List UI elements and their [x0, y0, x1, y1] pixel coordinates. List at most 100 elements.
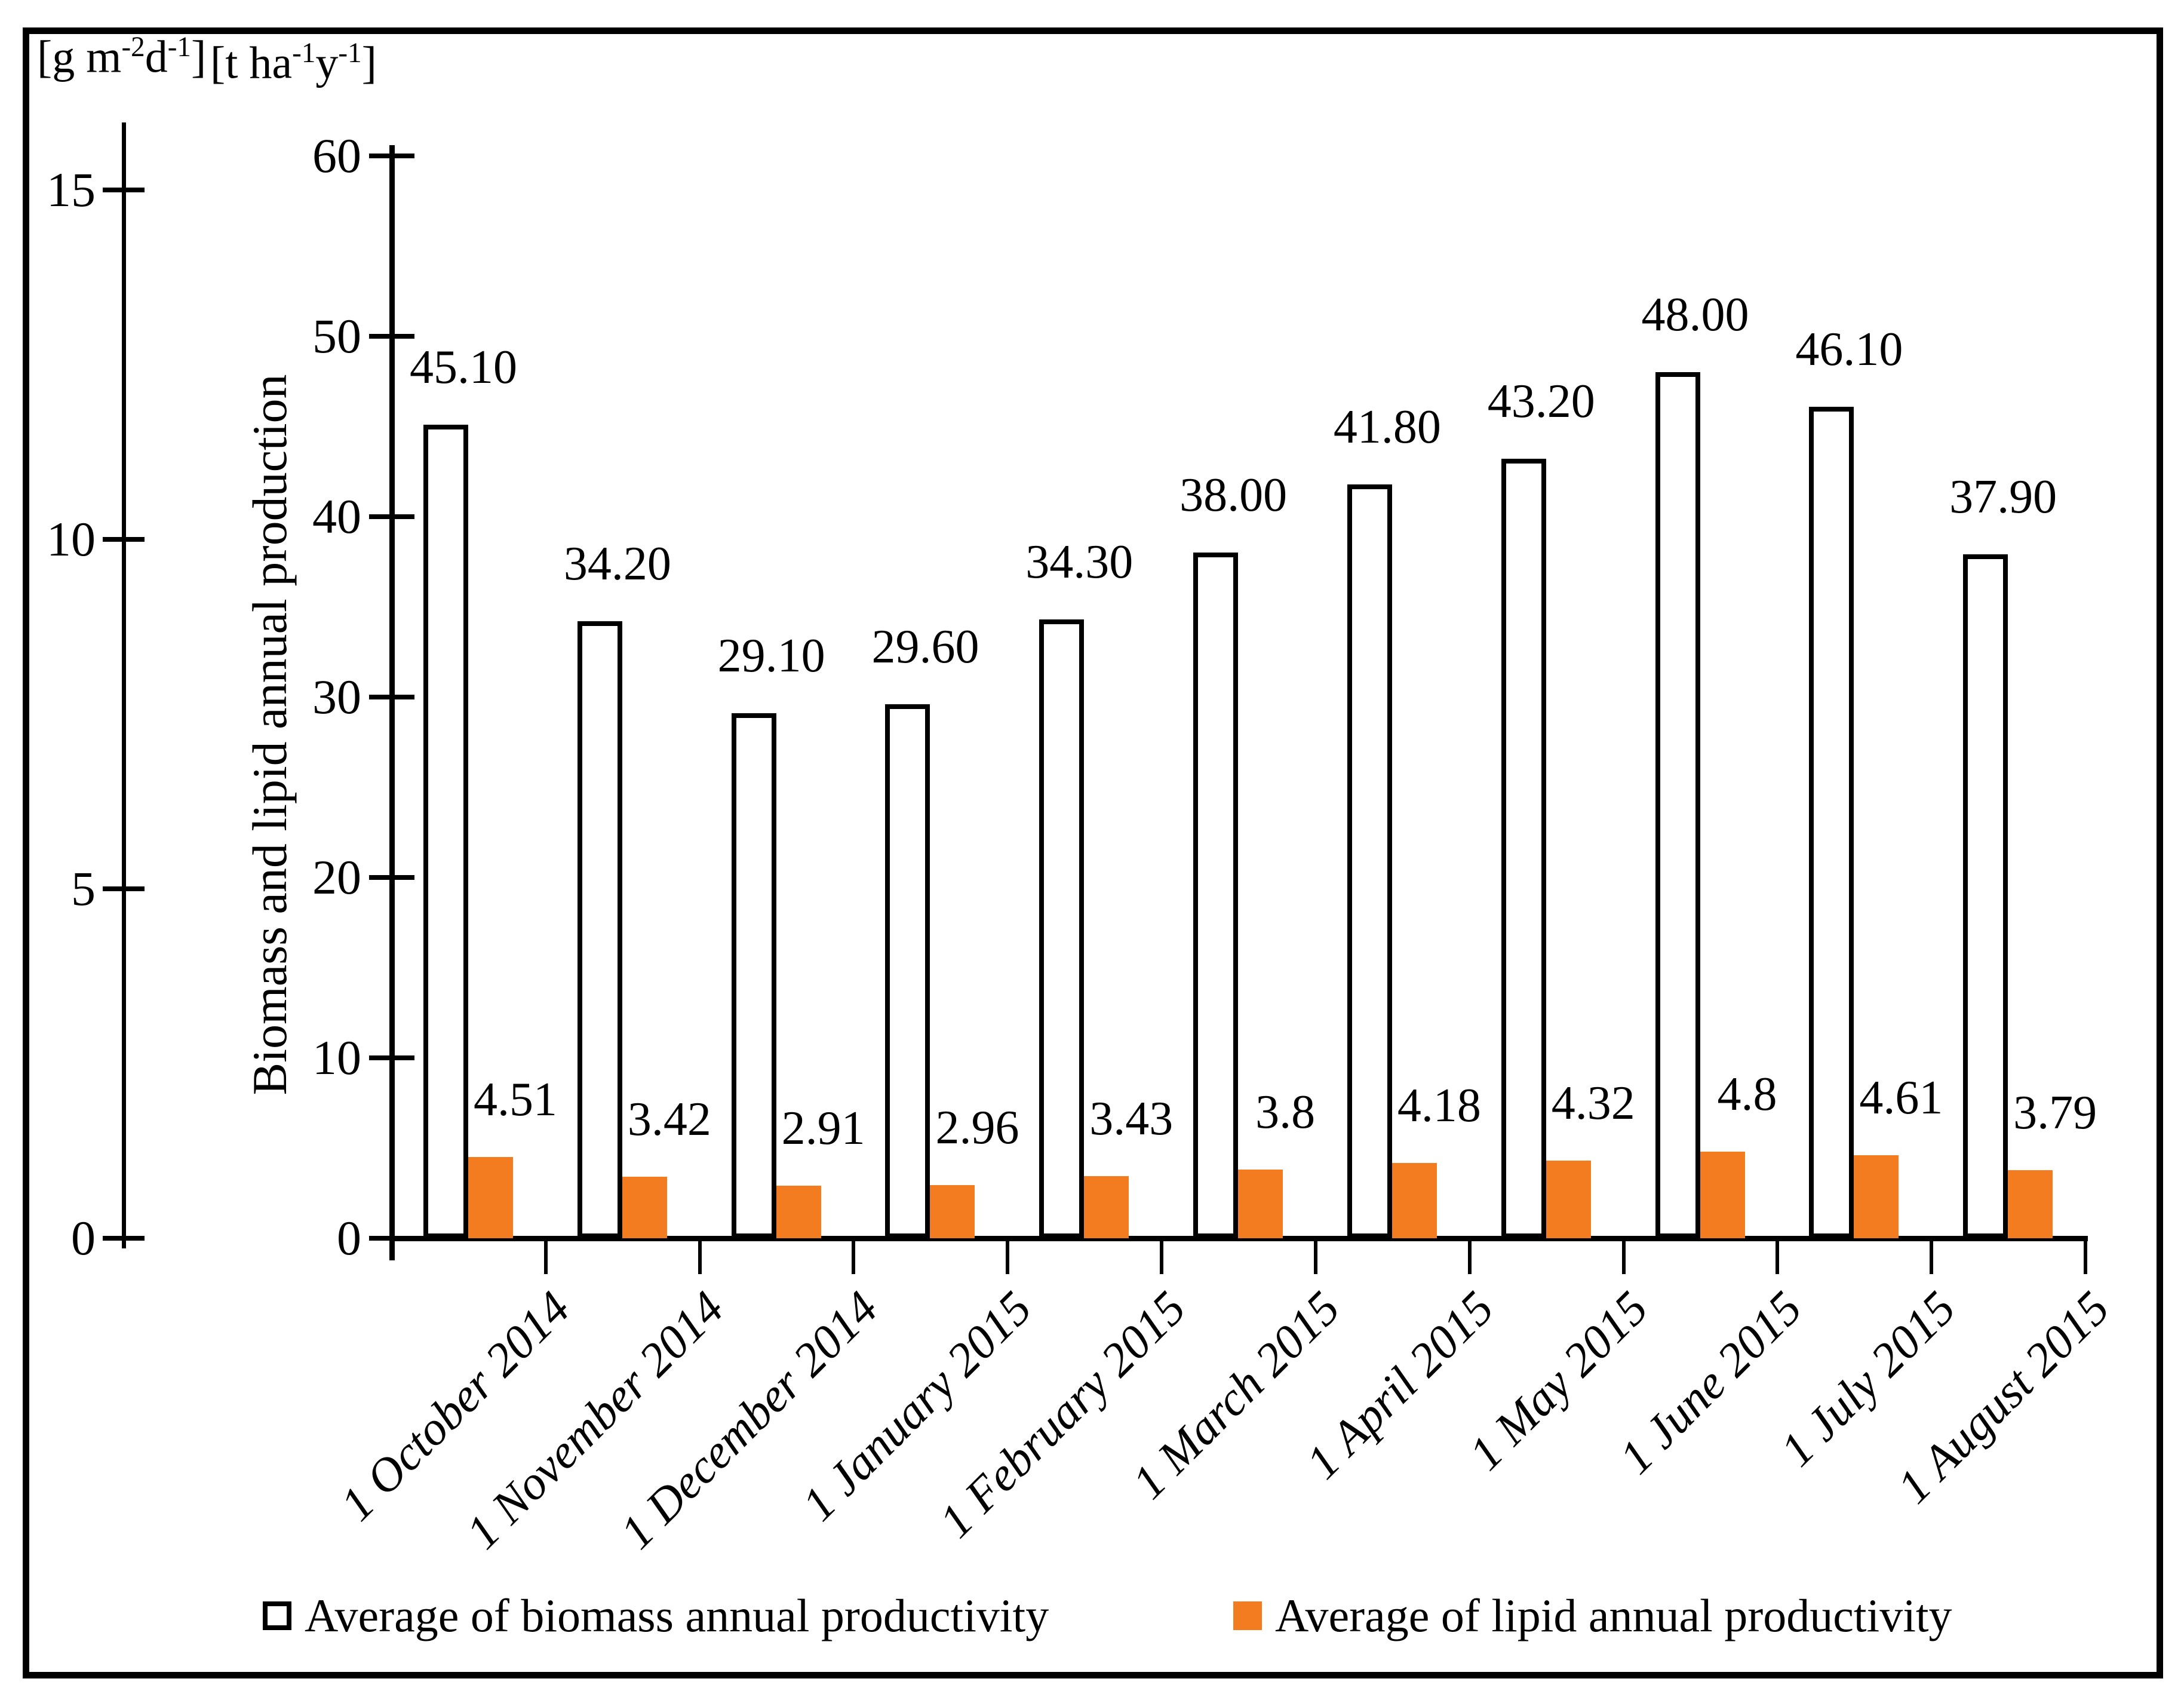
secondary-y-axis-tick — [103, 537, 145, 542]
primary-y-axis-tick-label: 20 — [312, 850, 361, 904]
units-superscript: -1 — [338, 38, 362, 69]
primary-y-axis-tick-label: 30 — [312, 670, 361, 724]
x-axis-tick — [1006, 1238, 1010, 1274]
lipid-bar — [1238, 1170, 1283, 1238]
biomass-bar — [1039, 619, 1085, 1238]
lipid-bar — [776, 1186, 821, 1238]
primary-y-axis-tick-label: 0 — [337, 1211, 361, 1265]
biomass-bar — [731, 713, 776, 1238]
biomass-value-label: 41.80 — [1333, 400, 1441, 453]
legend-item-lipid: Average of lipid annual productivity — [1233, 1586, 1952, 1646]
lipid-value-label: 2.91 — [781, 1102, 865, 1155]
biomass-bar — [1501, 459, 1546, 1238]
biomass-bar — [1809, 407, 1854, 1238]
lipid-value-label: 2.96 — [935, 1101, 1019, 1154]
x-axis-tick — [1930, 1238, 1934, 1274]
secondary-y-axis-tick-label: 10 — [47, 512, 96, 566]
biomass-bar — [1347, 484, 1392, 1238]
x-axis-category-label: 1 November 2014 — [456, 1281, 734, 1560]
lipid-bar — [1546, 1161, 1591, 1238]
x-axis-tick — [2084, 1238, 2087, 1274]
units-superscript: -1 — [167, 32, 191, 63]
units-text: d — [145, 32, 168, 82]
lipid-value-label: 4.8 — [1717, 1068, 1777, 1121]
secondary-y-axis-tick — [103, 886, 145, 891]
units-text: [g m — [37, 32, 122, 82]
units-text: [t ha — [210, 38, 293, 88]
biomass-value-label: 45.10 — [410, 340, 517, 394]
lipid-value-label: 4.18 — [1397, 1079, 1481, 1132]
primary-y-axis-tick — [369, 1055, 414, 1060]
primary-y-axis-tick-label: 50 — [312, 309, 361, 363]
x-axis-tick — [1621, 1238, 1626, 1274]
figure-border — [23, 27, 2163, 1678]
x-axis-line — [389, 1236, 2088, 1241]
secondary-y-axis-tick-label: 0 — [71, 1211, 96, 1265]
biomass-value-label: 34.20 — [563, 538, 671, 591]
biomass-value-label: 38.00 — [1179, 469, 1288, 522]
lipid-bar — [1700, 1152, 1745, 1238]
primary-y-axis-tick — [369, 1236, 414, 1241]
x-axis-category-label: 1 December 2014 — [610, 1281, 888, 1560]
primary-y-axis-tick-label: 40 — [312, 489, 361, 544]
lipid-value-label: 3.79 — [2013, 1086, 2097, 1139]
primary-y-axis-tick — [369, 695, 414, 699]
lipid-value-label: 4.51 — [474, 1073, 557, 1126]
biomass-value-label: 43.20 — [1487, 375, 1595, 428]
legend-label: Average of lipid annual productivity — [1275, 1589, 1952, 1641]
lipid-value-label: 3.42 — [627, 1093, 711, 1146]
secondary-axis-units: [g m-2d-1] — [37, 31, 206, 83]
x-axis-tick — [852, 1238, 856, 1274]
units-text: ] — [191, 32, 207, 82]
lipid-bar — [1854, 1155, 1899, 1238]
primary-y-axis-tick — [369, 334, 414, 339]
secondary-y-axis-line — [122, 122, 126, 1248]
biomass-bar — [423, 425, 468, 1238]
primary-y-axis-tick — [369, 154, 414, 158]
secondary-y-axis-tick-label: 15 — [47, 162, 96, 217]
x-axis-tick — [1160, 1238, 1164, 1274]
biomass-value-label: 46.10 — [1795, 323, 1903, 376]
biomass-legend-swatch-icon — [263, 1601, 291, 1630]
lipid-bar — [468, 1157, 513, 1238]
x-axis-tick — [1313, 1238, 1317, 1274]
primary-y-axis-tick — [369, 875, 414, 880]
units-superscript: -1 — [292, 38, 316, 69]
biomass-value-label: 29.10 — [717, 630, 825, 683]
biomass-bar — [1963, 554, 2008, 1238]
x-axis-tick — [1467, 1238, 1472, 1274]
biomass-value-label: 48.00 — [1641, 289, 1749, 342]
primary-axis-units: [t ha-1y-1] — [210, 37, 377, 89]
legend-item-biomass: Average of biomass annual productivity — [263, 1586, 1049, 1646]
biomass-value-label: 37.90 — [1949, 471, 2057, 524]
biomass-value-label: 34.30 — [1025, 536, 1134, 589]
units-text: ] — [361, 38, 377, 88]
x-axis-tick — [698, 1238, 702, 1274]
secondary-y-axis-tick — [103, 188, 145, 192]
biomass-bar — [1193, 553, 1239, 1238]
lipid-value-label: 3.43 — [1089, 1093, 1174, 1146]
lipid-bar — [1392, 1163, 1437, 1238]
units-superscript: -2 — [121, 32, 145, 63]
primary-y-axis-tick-label: 10 — [312, 1030, 361, 1085]
lipid-value-label: 4.32 — [1551, 1076, 1635, 1130]
lipid-bar — [622, 1177, 667, 1238]
secondary-y-axis-tick — [103, 1236, 145, 1241]
primary-y-axis-line — [389, 145, 395, 1260]
lipid-bar — [1084, 1176, 1129, 1238]
legend-label: Average of biomass annual productivity — [305, 1589, 1049, 1641]
biomass-bar — [577, 621, 622, 1238]
units-text: y — [315, 38, 339, 88]
primary-y-axis-tick-label: 60 — [312, 128, 361, 183]
lipid-value-label: 3.8 — [1255, 1086, 1316, 1139]
lipid-legend-swatch-icon — [1233, 1601, 1262, 1630]
biomass-bar — [885, 704, 930, 1238]
lipid-bar — [930, 1185, 975, 1238]
x-axis-tick — [543, 1238, 548, 1274]
lipid-bar — [2008, 1170, 2053, 1238]
biomass-bar — [1655, 372, 1700, 1238]
lipid-value-label: 4.61 — [1859, 1071, 1943, 1124]
biomass-value-label: 29.60 — [871, 621, 979, 674]
